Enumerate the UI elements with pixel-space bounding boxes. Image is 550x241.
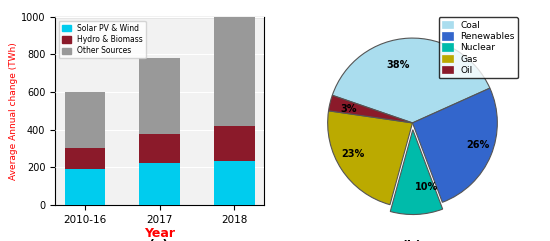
Bar bbox=[64, 169, 106, 205]
Bar bbox=[213, 161, 255, 205]
Bar bbox=[64, 92, 106, 147]
Legend: Solar PV & Wind, Hydro & Biomass, Other Sources: Solar PV & Wind, Hydro & Biomass, Other … bbox=[59, 21, 146, 58]
Wedge shape bbox=[332, 38, 490, 123]
Bar bbox=[139, 163, 180, 205]
Bar bbox=[213, 17, 255, 126]
Wedge shape bbox=[328, 95, 412, 123]
Y-axis label: Average Annual change (TWh): Average Annual change (TWh) bbox=[9, 42, 18, 180]
Text: (a): (a) bbox=[150, 239, 169, 241]
Text: (b): (b) bbox=[402, 240, 423, 241]
Text: 38%: 38% bbox=[387, 60, 410, 70]
Bar bbox=[64, 147, 106, 169]
Wedge shape bbox=[390, 130, 443, 214]
Legend: Coal, Renewables, Nuclear, Gas, Oil: Coal, Renewables, Nuclear, Gas, Oil bbox=[438, 17, 518, 78]
Text: 23%: 23% bbox=[341, 149, 364, 160]
Text: 3%: 3% bbox=[340, 104, 356, 114]
Bar bbox=[139, 58, 180, 134]
Text: 10%: 10% bbox=[415, 182, 439, 192]
X-axis label: Year: Year bbox=[144, 227, 175, 240]
Wedge shape bbox=[412, 88, 497, 202]
Text: 26%: 26% bbox=[466, 140, 489, 150]
Wedge shape bbox=[328, 111, 412, 205]
Bar bbox=[139, 134, 180, 163]
Bar bbox=[213, 126, 255, 161]
